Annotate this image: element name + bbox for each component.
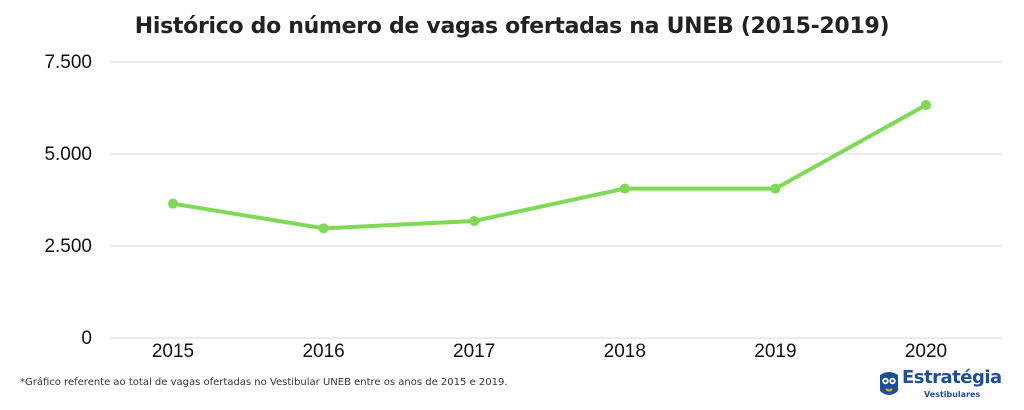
chart-title: Histórico do número de vagas ofertadas n… [134, 14, 890, 39]
y-tick-label: 7.500 [44, 52, 92, 73]
data-point [469, 215, 480, 226]
y-tick-label: 5.000 [44, 144, 92, 165]
data-point [770, 183, 781, 194]
series-line [171, 103, 928, 231]
y-tick-label: 2.500 [44, 236, 92, 257]
x-tick-label: 2017 [453, 341, 495, 362]
data-point [619, 183, 630, 194]
data-point [921, 100, 931, 111]
x-tick-label: 2015 [152, 341, 194, 362]
series-group [168, 100, 931, 234]
owl-mascot-icon [880, 372, 898, 395]
footnote: *Gráfico referente ao total de vagas ofe… [20, 377, 508, 388]
data-point [168, 198, 178, 209]
grid-lines [110, 61, 1002, 339]
y-tick-label: 0 [81, 328, 92, 349]
x-tick-label: 2019 [754, 341, 796, 362]
x-axis-ticks: 2015 2016 2017 2018 2019 2020 [152, 341, 947, 362]
x-tick-label: 2018 [604, 341, 646, 362]
logo-sub: Vestibulares [924, 390, 981, 399]
y-axis-ticks: 0 2.500 5.000 7.500 [44, 52, 92, 349]
data-point [318, 223, 329, 234]
estrategia-logo: Estratégia Vestibulares [876, 366, 1006, 402]
x-tick-label: 2020 [905, 341, 947, 362]
logo-name: Estratégia [902, 367, 1002, 388]
x-tick-label: 2016 [302, 341, 344, 362]
